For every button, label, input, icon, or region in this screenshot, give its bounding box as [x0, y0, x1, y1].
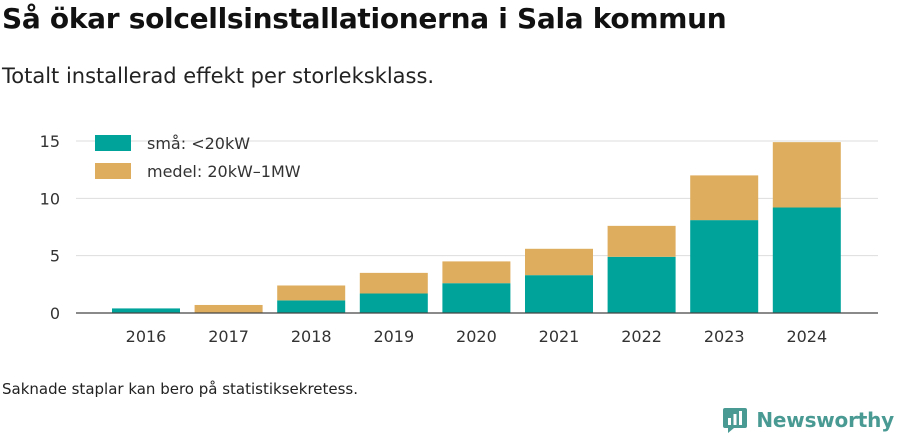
bar-segment-medel: [194, 304, 263, 313]
x-tick-label: 2020: [456, 327, 497, 346]
legend-swatch: [95, 135, 131, 151]
bar-segment-sma: [525, 275, 593, 313]
footnote: Saknade staplar kan bero på statistiksek…: [2, 380, 359, 398]
y-tick-label: 0: [50, 304, 60, 323]
bar-segment-medel: [359, 272, 428, 294]
x-tick-label: 2016: [126, 327, 167, 346]
bar-segment-sma: [690, 220, 759, 313]
brand-name: Newsworthy: [756, 408, 894, 432]
legend-label: små: <20kW: [147, 134, 250, 153]
stacked-bar-chart: 0 5 10 15 2016 2017 2018 2019 2020 2021 2022 2023 20…: [40, 132, 878, 346]
bar-segment-medel: [442, 261, 511, 284]
bar-segment-sma: [359, 293, 428, 313]
bar-segment-sma: [772, 207, 841, 313]
bar-segment-medel: [772, 142, 841, 208]
x-tick-label: 2024: [786, 327, 827, 346]
legend-swatch: [95, 163, 131, 179]
x-tick-label: 2022: [621, 327, 662, 346]
newsworthy-brand: Newsworthy: [722, 406, 894, 434]
legend-label: medel: 20kW–1MW: [147, 162, 301, 181]
bar-segment-sma: [112, 308, 180, 313]
bar-segment-medel: [525, 248, 593, 276]
y-tick-label: 10: [40, 189, 60, 208]
bar-segment-sma: [442, 283, 511, 313]
x-tick-label: 2018: [291, 327, 332, 346]
bar-segment-medel: [277, 285, 346, 301]
newsworthy-logo-icon: [723, 408, 748, 433]
x-tick-label: 2023: [704, 327, 745, 346]
y-tick-label: 15: [40, 132, 60, 151]
x-tick-label: 2017: [208, 327, 249, 346]
chart-subtitle: Totalt installerad effekt per storlekskl…: [2, 64, 435, 88]
y-tick-label: 5: [50, 247, 60, 266]
x-tick-label: 2021: [539, 327, 580, 346]
bar-segment-sma: [277, 300, 346, 313]
chart-title: Så ökar solcellsinstallationerna i Sala …: [2, 2, 727, 35]
x-tick-label: 2019: [373, 327, 414, 346]
bar-segment-medel: [607, 225, 676, 257]
bar-segment-medel: [690, 175, 759, 221]
bar-segment-sma: [607, 256, 676, 313]
